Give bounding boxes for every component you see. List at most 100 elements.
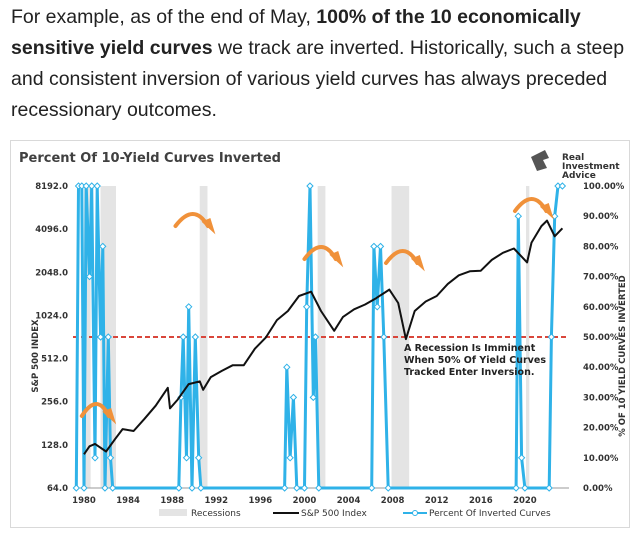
x-tick-label: 1984 <box>116 496 140 506</box>
logo: Real Investment Advice <box>531 150 620 181</box>
left-tick-label: 2048.0 <box>35 268 68 278</box>
left-tick-label: 64.0 <box>47 484 68 494</box>
x-tick-label: 1980 <box>72 496 96 506</box>
inverted-point <box>99 242 107 251</box>
x-tick-label: 2004 <box>337 496 361 506</box>
inverted-point <box>93 182 101 190</box>
logo-line-1: Real <box>562 153 584 163</box>
inverted-point <box>547 333 556 341</box>
legend-inverted-label: Percent Of Inverted Curves <box>429 509 551 519</box>
legend-sp500-label: S&P 500 Index <box>301 509 368 519</box>
left-tick-label: 1024.0 <box>35 311 68 321</box>
inverted-point <box>293 484 301 492</box>
right-tick-label: 60.00% <box>583 303 619 313</box>
paragraph-text-continued: we track are inverted. Historically, suc… <box>11 37 625 121</box>
right-tick-label: 10.00% <box>583 454 619 464</box>
paragraph-text: For example, as of the end of May, <box>11 6 317 28</box>
inverted-point <box>280 484 289 492</box>
inverted-point <box>367 484 376 492</box>
inverted-point <box>558 182 567 190</box>
inverted-point <box>101 484 109 492</box>
inverted-point <box>197 484 205 492</box>
x-tick-label: 2000 <box>293 496 317 506</box>
curved-arrow-icon <box>512 197 549 213</box>
sp500-line <box>83 219 564 455</box>
arrow-head-icon <box>539 202 554 220</box>
legend: Recessions S&P 500 Index Percent Of Inve… <box>159 509 551 519</box>
inverted-point <box>108 484 117 492</box>
inverted-point <box>179 333 187 341</box>
inverted-point <box>300 484 309 492</box>
right-tick-label: 80.00% <box>583 242 619 252</box>
right-tick-label: 70.00% <box>583 273 619 283</box>
inverted-point <box>96 333 105 341</box>
inverted-point <box>194 454 203 462</box>
recession-band <box>391 186 410 488</box>
recession-band <box>526 186 530 488</box>
arrow-head-icon <box>201 217 216 235</box>
inverted-point <box>512 484 520 492</box>
annotation-line-2: When 50% Of Yield Curves <box>404 355 546 366</box>
x-tick-label: 1988 <box>160 496 184 506</box>
right-tick-label: 50.00% <box>583 333 619 343</box>
left-axis-label: S&P 500 INDEX <box>31 319 41 393</box>
inverted-point <box>380 333 388 341</box>
eagle-logo-icon <box>531 150 549 171</box>
inverted-point <box>286 454 294 462</box>
intro-paragraph: For example, as of the end of May, 100% … <box>11 2 631 126</box>
right-tick-label: 30.00% <box>583 393 619 403</box>
x-tick-label: 2016 <box>469 496 493 506</box>
right-tick-label: 90.00% <box>583 212 619 222</box>
inverted-point <box>104 333 112 341</box>
left-tick-label: 8192.0 <box>35 182 68 192</box>
x-tick-label: 2008 <box>381 496 405 506</box>
inverted-point <box>72 484 81 492</box>
arrow-head-icon <box>410 254 425 272</box>
inverted-point <box>545 484 553 492</box>
legend-recessions-swatch <box>159 509 187 516</box>
inverted-point <box>283 363 291 371</box>
right-tick-label: 20.00% <box>583 424 619 434</box>
chart-canvas: 64.0 128.0 256.0 512.0 1024.0 2048.0 4096.0 819… <box>19 150 628 519</box>
inverted-point <box>191 333 200 341</box>
paragraph-bold-text: 100% of the 10 economically sensitive yi… <box>11 6 581 59</box>
inverted-point <box>85 272 94 281</box>
inverted-point <box>370 242 378 251</box>
inverted-point <box>182 454 191 462</box>
inverted-point <box>91 454 99 462</box>
inverted-point <box>185 303 193 311</box>
tick-labels: 64.0 128.0 256.0 512.0 1024.0 2048.0 4096.0 819… <box>35 182 625 506</box>
x-tick-label: 1992 <box>204 496 228 506</box>
sp500-series <box>83 219 564 455</box>
arrow-annotations <box>79 197 554 425</box>
inverted-point <box>306 182 314 190</box>
logo-line-3: Advice <box>562 171 596 181</box>
annotation-line-3: Tracked Enter Inversion. <box>404 367 534 378</box>
inverted-point <box>289 393 298 402</box>
left-tick-label: 4096.0 <box>35 225 68 235</box>
inverted-point <box>309 393 317 402</box>
yield-curve-chart: 64.0 128.0 256.0 512.0 1024.0 2048.0 4096.0 819… <box>10 140 630 528</box>
inverted-point <box>550 212 559 220</box>
arrow-head-icon <box>102 407 117 425</box>
inverted-point <box>517 454 526 462</box>
legend-inverted-marker <box>412 510 418 516</box>
logo-line-2: Investment <box>562 162 620 172</box>
inverted-point <box>175 484 183 492</box>
threshold-annotation: A Recession Is Imminent When 50% Of Yiel… <box>404 343 546 378</box>
right-axis-label: % OF 10 YIELD CURVES INVERTED <box>618 275 628 436</box>
inverted-point <box>80 484 88 492</box>
inverted-point <box>373 303 381 311</box>
x-tick-label: 2020 <box>513 496 537 506</box>
inverted-point <box>106 454 115 462</box>
x-tick-label: 2012 <box>425 496 449 506</box>
left-tick-label: 128.0 <box>41 441 68 451</box>
inverted-point <box>311 333 320 341</box>
left-tick-label: 512.0 <box>41 355 68 365</box>
left-tick-label: 256.0 <box>41 398 68 408</box>
inverted-point <box>302 303 311 311</box>
right-tick-label: 100.00% <box>583 182 625 192</box>
inverted-point <box>315 484 323 492</box>
inverted-point <box>376 242 385 251</box>
recession-band <box>84 186 91 488</box>
